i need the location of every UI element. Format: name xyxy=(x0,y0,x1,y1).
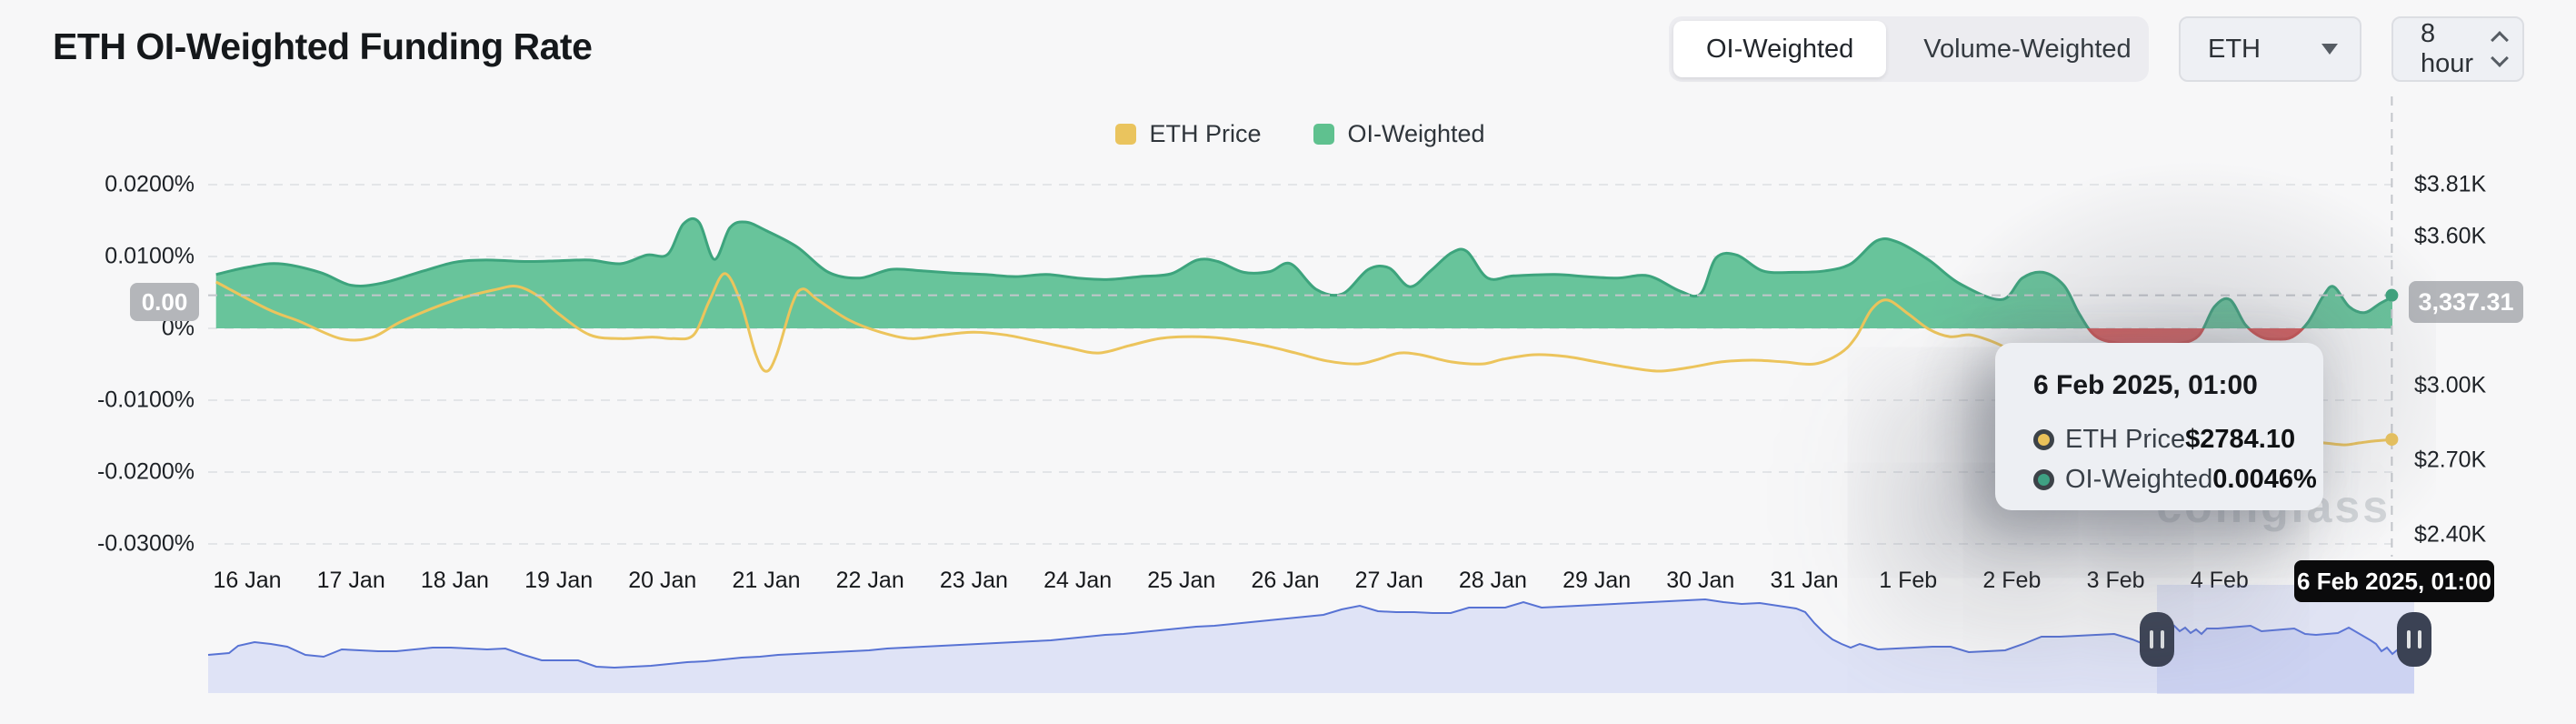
tooltip-row: ETH Price $2784.10 xyxy=(2033,425,2295,455)
y-axis-left-tick: -0.0300% xyxy=(96,530,195,557)
y-axis-left-tick: -0.0200% xyxy=(96,458,195,485)
x-axis-tick: 4 Feb xyxy=(2190,568,2249,593)
weighting-segmented-control: OI-Weighted Volume-Weighted xyxy=(1669,16,2149,82)
x-axis-tick: 2 Feb xyxy=(1982,568,2042,593)
crosshair-left-axis-badge: 0.00 xyxy=(130,283,199,321)
tooltip-series-name: OI-Weighted xyxy=(2065,465,2213,494)
tooltip-series-name: ETH Price xyxy=(2065,425,2186,454)
x-axis-tick: 29 Jan xyxy=(1563,568,1632,593)
interval-select[interactable]: 8 hour xyxy=(2391,16,2524,82)
x-axis-tick: 19 Jan xyxy=(524,568,594,593)
tooltip-series-value: 0.0046% xyxy=(2212,465,2317,494)
navigator-selection[interactable] xyxy=(2157,585,2414,694)
series-dot-icon xyxy=(2033,469,2054,490)
segmented-option-volume-weighted[interactable]: Volume-Weighted xyxy=(1923,34,2132,64)
x-axis-tick: 25 Jan xyxy=(1147,568,1216,593)
y-axis-right-tick: $3.00K xyxy=(2414,372,2487,398)
x-axis-tick: 23 Jan xyxy=(939,568,1008,593)
symbol-select-value: ETH xyxy=(2208,34,2261,64)
legend-label: OI-Weighted xyxy=(1347,120,1485,147)
legend-label: ETH Price xyxy=(1149,120,1262,147)
x-axis-tick: 27 Jan xyxy=(1354,568,1423,593)
crosshair xyxy=(208,96,2399,557)
symbol-select[interactable]: ETH xyxy=(2179,16,2361,82)
crosshair-price-marker xyxy=(2385,433,2399,447)
y-axis-left-tick: -0.0100% xyxy=(96,387,195,413)
x-axis-tick: 16 Jan xyxy=(213,568,282,593)
x-axis-tick: 28 Jan xyxy=(1458,568,1527,593)
navigator-handle-left[interactable] xyxy=(2140,612,2174,667)
page-title: ETH OI-Weighted Funding Rate xyxy=(53,25,593,67)
x-axis-tick: 26 Jan xyxy=(1251,568,1320,593)
legend-swatch xyxy=(1313,124,1335,145)
x-axis-tick: 20 Jan xyxy=(628,568,697,593)
x-axis-tick: 22 Jan xyxy=(835,568,904,593)
x-axis-tick: 31 Jan xyxy=(1770,568,1839,593)
y-axis-right-tick: $2.70K xyxy=(2414,447,2487,473)
tooltip-date: 6 Feb 2025, 01:00 xyxy=(2033,370,2258,400)
y-axis-right-tick: $3.60K xyxy=(2414,223,2487,249)
x-axis-tick: 1 Feb xyxy=(1879,568,1938,593)
y-axis-right-tick: $2.40K xyxy=(2414,521,2487,548)
x-axis-tick: 17 Jan xyxy=(316,568,385,593)
y-axis-left-tick: 0.0200% xyxy=(105,171,195,197)
x-axis-tick: 24 Jan xyxy=(1043,568,1113,593)
segmented-option-oi-weighted[interactable]: OI-Weighted xyxy=(1673,21,1887,77)
crosshair-right-axis-badge: 3,337.31 xyxy=(2409,281,2523,323)
legend-item[interactable]: OI-Weighted xyxy=(1313,120,1485,148)
x-axis-tick: 21 Jan xyxy=(732,568,801,593)
x-axis-tick: 30 Jan xyxy=(1666,568,1735,593)
legend-item[interactable]: ETH Price xyxy=(1115,120,1261,148)
crosshair-funding-marker xyxy=(2385,288,2399,302)
y-axis-right-tick: $3.81K xyxy=(2414,171,2487,197)
series-dot-icon xyxy=(2033,429,2054,450)
tooltip-series-value: $2784.10 xyxy=(2185,425,2296,454)
chevron-down-icon xyxy=(2321,44,2338,55)
navigator[interactable] xyxy=(207,585,2431,694)
x-axis-tick: 18 Jan xyxy=(420,568,489,593)
chart-legend: ETH Price OI-Weighted xyxy=(208,120,2392,148)
crosshair-date-badge: 6 Feb 2025, 01:00 xyxy=(2294,560,2494,602)
navigator-handle-right[interactable] xyxy=(2397,612,2431,667)
legend-swatch xyxy=(1115,124,1137,145)
interval-select-value: 8 hour xyxy=(2421,19,2474,78)
y-axis-left-tick: 0.0100% xyxy=(105,243,195,269)
tooltip-row: OI-Weighted 0.0046% xyxy=(2033,465,2317,495)
x-axis-tick: 3 Feb xyxy=(2086,568,2145,593)
chart-tooltip: 6 Feb 2025, 01:00 ETH Price $2784.10 OI-We… xyxy=(1995,343,2323,510)
oi-weighted-series xyxy=(215,216,2392,347)
